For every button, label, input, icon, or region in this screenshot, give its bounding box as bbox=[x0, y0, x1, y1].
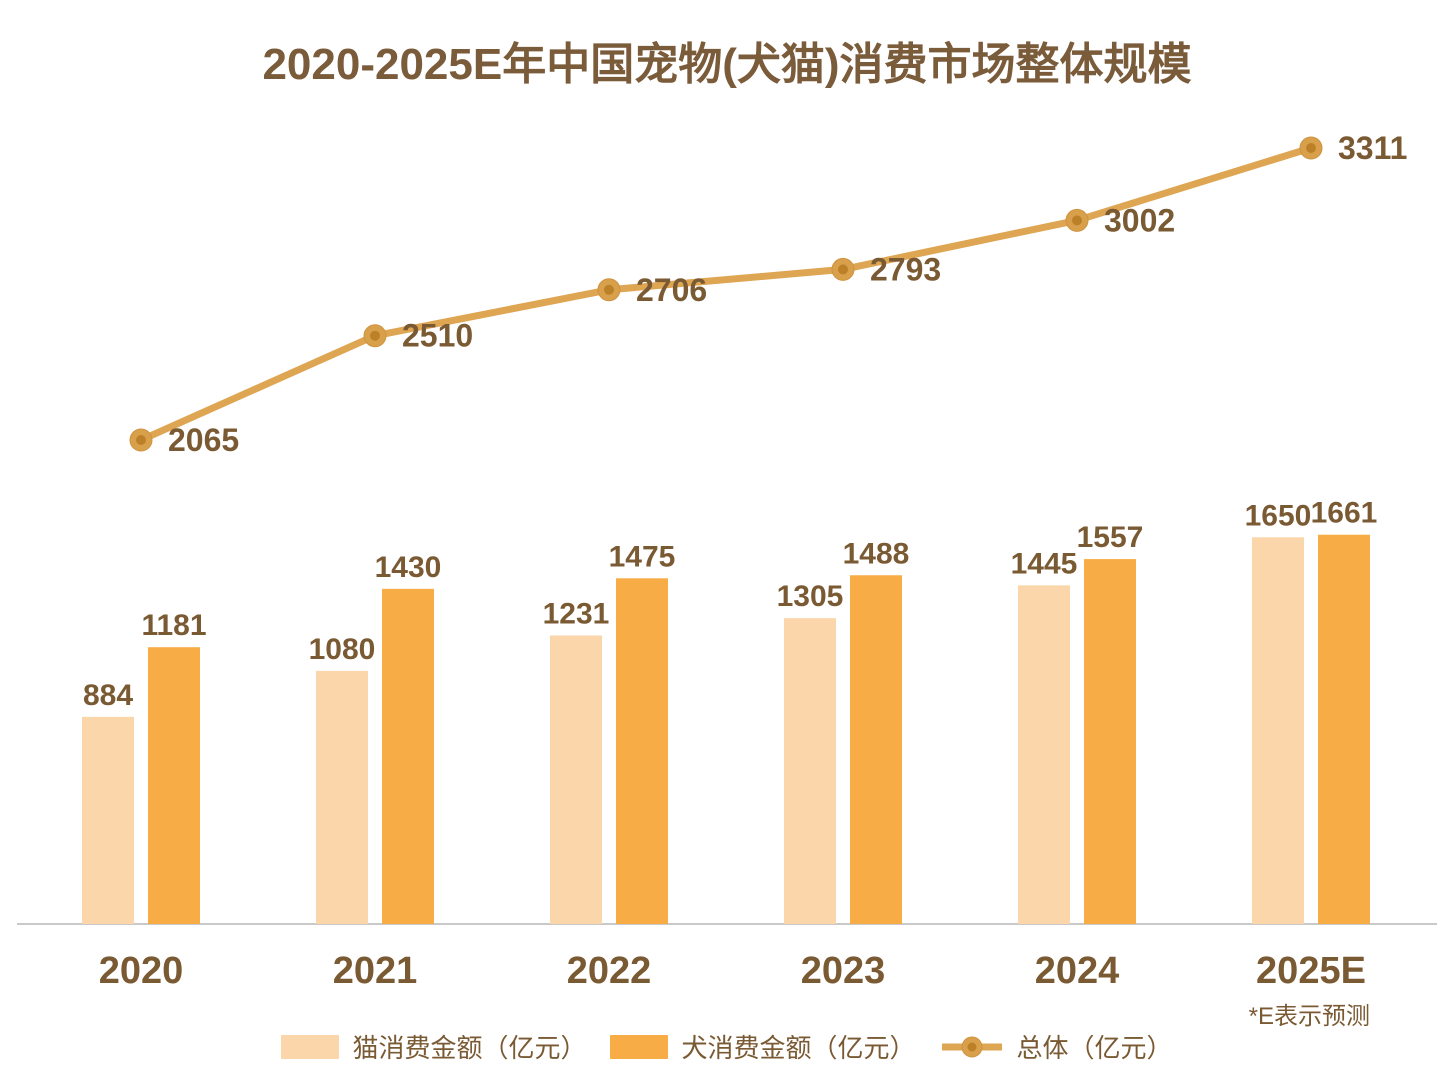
bar-dog-2022 bbox=[616, 578, 668, 924]
legend-item-dog: 犬消费金额（亿元） bbox=[610, 1028, 916, 1065]
x-axis-label-2024: 2024 bbox=[1035, 950, 1120, 992]
bar-label-dog-2021: 1430 bbox=[375, 551, 442, 584]
bar-label-dog-2020: 1181 bbox=[141, 609, 206, 642]
legend-item-cat: 猫消费金额（亿元） bbox=[281, 1028, 586, 1065]
cat-series-swatch bbox=[281, 1034, 340, 1059]
line-label: 3002 bbox=[1104, 202, 1175, 238]
line-label: 3311 bbox=[1338, 130, 1407, 166]
footnote: *E表示预测 bbox=[1248, 1003, 1370, 1030]
bar-cat-2023 bbox=[784, 618, 836, 924]
total-line bbox=[139, 144, 1313, 444]
line-marker-center bbox=[838, 264, 848, 275]
legend: 猫消费金额（亿元） 犬消费金额（亿元） 总体（亿元） bbox=[0, 1028, 1454, 1065]
x-axis-label-2021: 2021 bbox=[333, 950, 418, 992]
line-marker-center bbox=[604, 284, 614, 295]
line-marker-center bbox=[1072, 215, 1082, 226]
bar-label-cat-2020: 884 bbox=[83, 679, 133, 712]
legend-label-dog: 犬消费金额（亿元） bbox=[681, 1033, 916, 1063]
bar-label-dog-2023: 1488 bbox=[843, 537, 910, 570]
bar-label-dog-2025E: 1661 bbox=[1311, 497, 1378, 530]
chart-title: 2020-2025E年中国宠物(犬猫)消费市场整体规模 bbox=[262, 40, 1192, 89]
line-label: 2065 bbox=[168, 422, 239, 458]
legend-line-marker-center bbox=[967, 1042, 976, 1051]
bar-label-dog-2024: 1557 bbox=[1077, 521, 1144, 554]
bar-cat-2021 bbox=[316, 670, 368, 924]
line-marker-center bbox=[370, 330, 380, 341]
x-axis-label-2023: 2023 bbox=[801, 950, 886, 992]
line-marker-icon bbox=[941, 1036, 1002, 1057]
bar-dog-2020 bbox=[148, 647, 200, 924]
bar-cat-2024 bbox=[1018, 585, 1070, 924]
x-axis-label-2020: 2020 bbox=[99, 950, 184, 992]
legend-label-cat: 猫消费金额（亿元） bbox=[352, 1033, 587, 1063]
bar-dog-2025E bbox=[1318, 534, 1370, 924]
line-label: 2510 bbox=[402, 318, 473, 354]
bar-label-cat-2022: 1231 bbox=[543, 597, 610, 630]
line-label: 2793 bbox=[870, 251, 941, 287]
line-marker-center bbox=[1306, 143, 1316, 153]
legend-label-total: 总体（亿元） bbox=[1016, 1033, 1173, 1063]
bar-label-cat-2025E: 1650 bbox=[1245, 499, 1312, 532]
x-axis-label-2025E: 2025E bbox=[1256, 950, 1366, 992]
bar-dog-2024 bbox=[1084, 559, 1136, 924]
line-marker-center bbox=[136, 435, 146, 446]
bar-label-dog-2022: 1475 bbox=[609, 540, 676, 573]
bar-cat-2025E bbox=[1252, 537, 1304, 924]
bar-label-cat-2024: 1445 bbox=[1011, 547, 1078, 580]
bar-dog-2021 bbox=[382, 588, 434, 924]
legend-item-total: 总体（亿元） bbox=[940, 1028, 1173, 1065]
bar-cat-2020 bbox=[82, 716, 134, 924]
bar-dog-2023 bbox=[850, 575, 902, 924]
dog-series-swatch bbox=[610, 1034, 669, 1059]
bar-cat-2022 bbox=[550, 635, 602, 924]
x-axis-label-2022: 2022 bbox=[567, 950, 652, 992]
bar-label-cat-2021: 1080 bbox=[309, 633, 376, 666]
line-label: 2706 bbox=[636, 272, 707, 308]
bar-label-cat-2023: 1305 bbox=[777, 580, 844, 613]
